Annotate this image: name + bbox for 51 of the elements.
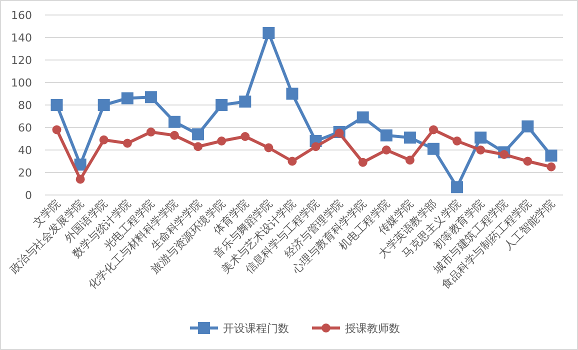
point [170,130,179,140]
point [239,96,252,108]
point [356,111,369,124]
point [192,128,204,140]
point [194,142,203,152]
y-tick-label: 140 [11,32,32,44]
point [262,27,275,39]
y-tick-label: 160 [11,9,32,22]
point [144,91,157,104]
point [217,136,226,146]
point [76,174,85,184]
point [452,136,462,146]
y-tick-label: 0 [25,189,32,202]
y-tick-label: 60 [18,122,32,134]
y-tick-label: 100 [11,76,32,90]
point [546,162,556,172]
point [99,135,108,144]
point [451,181,464,194]
point [474,132,487,144]
y-tick-label: 120 [11,54,32,67]
y-tick-label: 80 [18,99,32,112]
point [50,99,63,111]
y-tick-label: 40 [18,144,32,157]
point [522,120,534,132]
point [168,116,180,128]
point [380,129,392,142]
point [405,156,414,165]
point [404,132,416,144]
point [52,125,62,134]
point [311,142,320,152]
legend-label: 开设课程门数 [223,322,289,335]
point [286,88,298,100]
point [122,138,132,148]
point [121,92,134,104]
point [334,128,344,138]
point [240,132,250,141]
legend-label: 授课教师数 [345,322,400,335]
point [358,158,368,167]
point [146,128,156,136]
point [500,150,509,159]
y-tick-label: 20 [18,166,32,180]
point [264,143,274,152]
point [288,156,297,166]
point [476,146,486,154]
point [545,150,558,162]
point [216,99,228,111]
point [429,125,438,134]
point [428,142,440,155]
point [98,99,110,111]
point [523,156,532,166]
point [382,146,391,154]
